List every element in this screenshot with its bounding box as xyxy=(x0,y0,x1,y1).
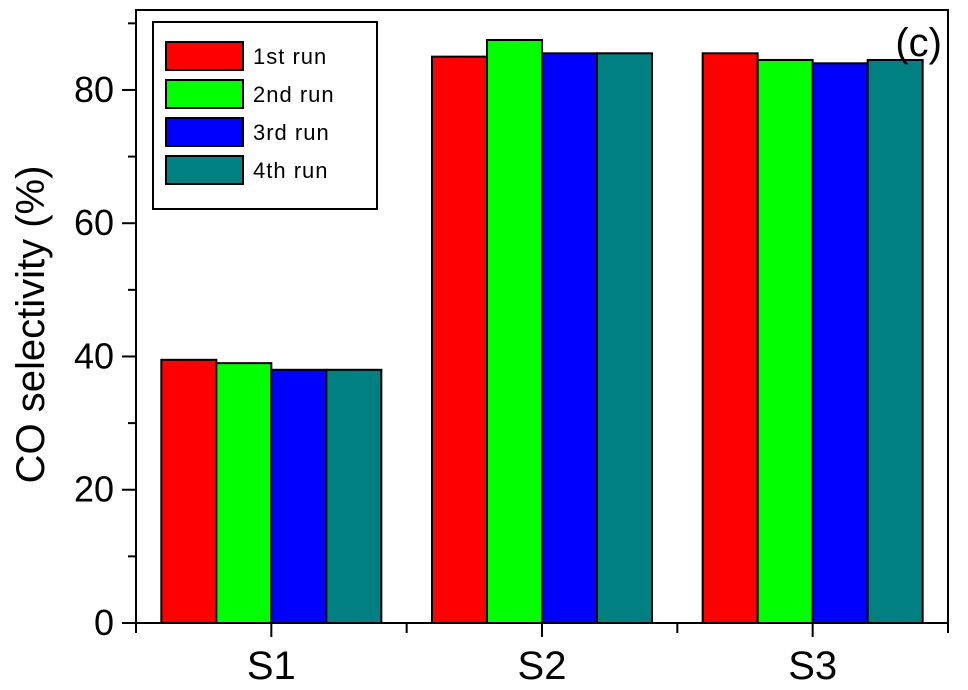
y-tick-label: 20 xyxy=(74,469,114,510)
bar-4th-run-S3 xyxy=(866,58,924,624)
bar-1st-run-S1 xyxy=(160,358,218,624)
legend-swatch xyxy=(165,41,244,71)
y-tick-label: 80 xyxy=(74,69,114,110)
x-category-label: S2 xyxy=(518,644,567,688)
bar-2nd-run-S1 xyxy=(215,362,273,624)
bar-2nd-run-S3 xyxy=(756,58,814,624)
x-category-label: S3 xyxy=(788,644,837,688)
y-tick-label: 40 xyxy=(74,335,114,376)
bar-1st-run-S2 xyxy=(431,55,488,625)
bar-3rd-run-S1 xyxy=(270,368,328,624)
x-category-label: S1 xyxy=(247,644,296,688)
x-axis: S1 S2 S3 xyxy=(135,623,949,688)
bar-3rd-run-S2 xyxy=(541,52,598,625)
legend-swatch xyxy=(165,155,244,185)
legend-swatch xyxy=(165,117,244,147)
y-tick-label: 60 xyxy=(74,202,114,243)
y-tick-label: 0 xyxy=(94,602,114,643)
legend-entry-label: 3rd run xyxy=(253,120,330,145)
bar-2nd-run-S2 xyxy=(486,38,543,624)
panel-label: (c) xyxy=(895,21,942,65)
legend: 1st run 2nd run 3rd run 4th run xyxy=(152,21,378,210)
legend-swatch xyxy=(165,79,244,109)
bar-1st-run-S3 xyxy=(701,52,759,625)
legend-entry-label: 2nd run xyxy=(253,82,335,107)
legend-entry-label: 4th run xyxy=(253,158,329,183)
legend-entry-label: 1st run xyxy=(253,44,327,69)
y-axis: 0 20 40 60 80 xyxy=(74,22,136,643)
bar-4th-run-S1 xyxy=(325,368,383,624)
bars-layer xyxy=(160,38,924,625)
y-axis-title: CO selectivity (%) xyxy=(9,166,53,484)
bar-4th-run-S2 xyxy=(596,52,653,625)
bar-3rd-run-S3 xyxy=(811,62,869,625)
